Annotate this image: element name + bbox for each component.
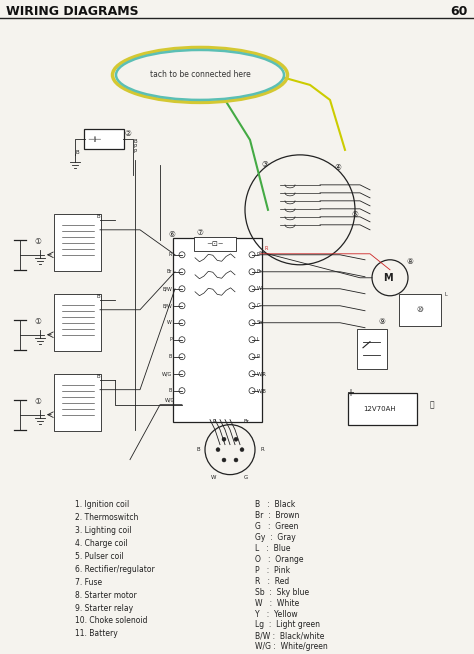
Text: L: L <box>445 292 448 297</box>
Text: ②: ② <box>125 129 131 139</box>
Text: O   :  Orange: O : Orange <box>255 555 303 564</box>
Text: Br: Br <box>166 269 172 274</box>
Text: B: B <box>196 447 200 452</box>
Text: L: L <box>257 337 260 342</box>
Text: 2. Thermoswitch: 2. Thermoswitch <box>75 513 138 522</box>
Text: W/G: W/G <box>162 371 172 376</box>
FancyBboxPatch shape <box>348 392 417 424</box>
Text: W/R: W/R <box>257 371 267 376</box>
Text: -: - <box>411 388 415 398</box>
Text: Br: Br <box>257 269 263 274</box>
Text: 10. Choke solenoid: 10. Choke solenoid <box>75 617 147 625</box>
Text: Y   :  Yellow: Y : Yellow <box>255 610 298 619</box>
Text: 11. Battery: 11. Battery <box>75 630 118 638</box>
Text: R: R <box>169 252 172 257</box>
Text: M: M <box>383 273 393 283</box>
Text: P: P <box>212 419 216 424</box>
Text: P: P <box>134 149 137 154</box>
Text: ①: ① <box>35 237 41 247</box>
Text: +: + <box>346 388 354 398</box>
Text: ①: ① <box>35 397 41 406</box>
Circle shape <box>234 438 238 441</box>
Text: 7. Fuse: 7. Fuse <box>75 577 102 587</box>
Text: G   :  Green: G : Green <box>255 522 298 530</box>
FancyBboxPatch shape <box>54 214 101 271</box>
Text: ⑤: ⑤ <box>352 211 358 219</box>
Text: R   :  Red: R : Red <box>255 577 289 585</box>
Circle shape <box>222 438 226 441</box>
Text: ⊣⊢: ⊣⊢ <box>88 135 102 145</box>
Text: Br  :  Brown: Br : Brown <box>255 511 300 519</box>
Text: Gy  :  Gray: Gy : Gray <box>255 532 296 542</box>
FancyBboxPatch shape <box>194 237 236 250</box>
FancyBboxPatch shape <box>399 294 441 326</box>
Text: ⑦: ⑦ <box>197 228 203 237</box>
Text: Sb  :  Sky blue: Sb : Sky blue <box>255 587 309 596</box>
Text: P: P <box>134 144 137 149</box>
Text: G: G <box>257 303 261 308</box>
Text: 4. Charge coil: 4. Charge coil <box>75 538 128 547</box>
Text: B/W: B/W <box>162 303 172 308</box>
Text: B   :  Black: B : Black <box>255 500 295 509</box>
Text: 60: 60 <box>451 5 468 18</box>
Text: B: B <box>134 139 137 144</box>
Text: ~⊡~: ~⊡~ <box>206 241 224 247</box>
Text: tach to be connected here: tach to be connected here <box>150 71 250 79</box>
FancyBboxPatch shape <box>54 373 101 430</box>
Text: B: B <box>97 373 100 379</box>
Text: W/G :  White/green: W/G : White/green <box>255 642 328 651</box>
FancyBboxPatch shape <box>357 329 387 369</box>
Text: B/W :  Black/white: B/W : Black/white <box>255 632 324 640</box>
Text: R: R <box>260 447 264 452</box>
FancyBboxPatch shape <box>84 129 124 149</box>
Text: WIRING DIAGRAMS: WIRING DIAGRAMS <box>6 5 138 18</box>
Text: B/W: B/W <box>162 286 172 291</box>
Text: ⑨: ⑨ <box>379 317 385 326</box>
FancyBboxPatch shape <box>0 488 474 653</box>
Text: 8. Starter motor: 8. Starter motor <box>75 591 137 600</box>
FancyBboxPatch shape <box>173 238 262 422</box>
Text: ④: ④ <box>335 164 341 173</box>
Text: ⑧: ⑧ <box>407 257 413 266</box>
Text: 9. Starter relay: 9. Starter relay <box>75 604 133 613</box>
Text: ①: ① <box>35 317 41 326</box>
Text: ⑩: ⑩ <box>417 305 423 315</box>
Text: Lg  :  Light green: Lg : Light green <box>255 621 320 630</box>
Text: R: R <box>257 354 260 359</box>
Text: Sb: Sb <box>257 320 263 325</box>
Text: 5. Pulser coil: 5. Pulser coil <box>75 551 124 560</box>
Text: ⑥: ⑥ <box>169 230 175 239</box>
Text: W   :  White: W : White <box>255 598 299 608</box>
Text: B: B <box>169 388 172 393</box>
Text: W/G: W/G <box>165 398 175 403</box>
Circle shape <box>216 447 220 452</box>
Text: L   :  Blue: L : Blue <box>255 543 291 553</box>
Text: P: P <box>169 337 172 342</box>
Text: B: B <box>76 150 80 155</box>
Text: R: R <box>257 252 260 257</box>
Circle shape <box>222 458 226 462</box>
Text: G: G <box>244 475 248 480</box>
Text: P   :  Pink: P : Pink <box>255 566 290 575</box>
Text: W: W <box>211 475 217 480</box>
Text: ⑪: ⑪ <box>430 400 434 409</box>
Text: 12V70AH: 12V70AH <box>364 405 396 411</box>
Text: W/B: W/B <box>257 388 267 393</box>
Text: 3. Lighting coil: 3. Lighting coil <box>75 526 132 534</box>
Text: R: R <box>265 246 268 250</box>
Text: W: W <box>257 286 262 291</box>
Text: ③: ③ <box>262 160 268 169</box>
Circle shape <box>234 458 238 462</box>
Text: 1. Ignition coil: 1. Ignition coil <box>75 500 129 509</box>
Text: B: B <box>169 354 172 359</box>
Text: B: B <box>97 294 100 299</box>
Text: B: B <box>97 214 100 219</box>
Text: 6. Rectifier/regulator: 6. Rectifier/regulator <box>75 564 155 574</box>
Text: Br: Br <box>243 419 249 424</box>
FancyBboxPatch shape <box>54 294 101 351</box>
Text: W: W <box>167 320 172 325</box>
Circle shape <box>240 447 244 452</box>
